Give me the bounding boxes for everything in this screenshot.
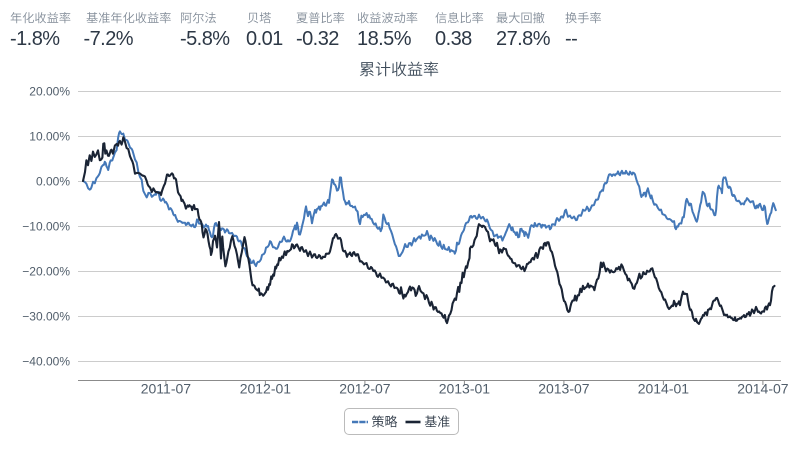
svg-text:2013-01: 2013-01 <box>439 381 491 397</box>
svg-text:−10.00%: −10.00% <box>22 219 70 233</box>
svg-text:−40.00%: −40.00% <box>22 354 70 368</box>
svg-text:2012-07: 2012-07 <box>339 381 391 397</box>
svg-text:-7.2%: -7.2% <box>84 28 134 50</box>
svg-text:2014-01: 2014-01 <box>638 381 690 397</box>
svg-text:20.00%: 20.00% <box>29 84 70 98</box>
svg-text:27.8%: 27.8% <box>496 28 551 50</box>
svg-text:2012-01: 2012-01 <box>240 381 292 397</box>
svg-text:0.01: 0.01 <box>246 28 283 50</box>
svg-text:2011-07: 2011-07 <box>141 381 192 397</box>
svg-text:0.00%: 0.00% <box>36 174 70 188</box>
svg-text:-5.8%: -5.8% <box>180 28 230 50</box>
svg-text:18.5%: 18.5% <box>357 28 412 50</box>
svg-text:2014-07: 2014-07 <box>737 381 789 397</box>
svg-text:2013-07: 2013-07 <box>538 381 590 397</box>
svg-text:-1.8%: -1.8% <box>10 28 60 50</box>
svg-text:10.00%: 10.00% <box>29 129 70 143</box>
svg-text:0.38: 0.38 <box>435 28 472 50</box>
svg-text:-0.32: -0.32 <box>296 28 339 50</box>
svg-text:−20.00%: −20.00% <box>22 264 70 278</box>
svg-text:−30.00%: −30.00% <box>22 309 70 323</box>
svg-text:--: -- <box>565 28 577 50</box>
